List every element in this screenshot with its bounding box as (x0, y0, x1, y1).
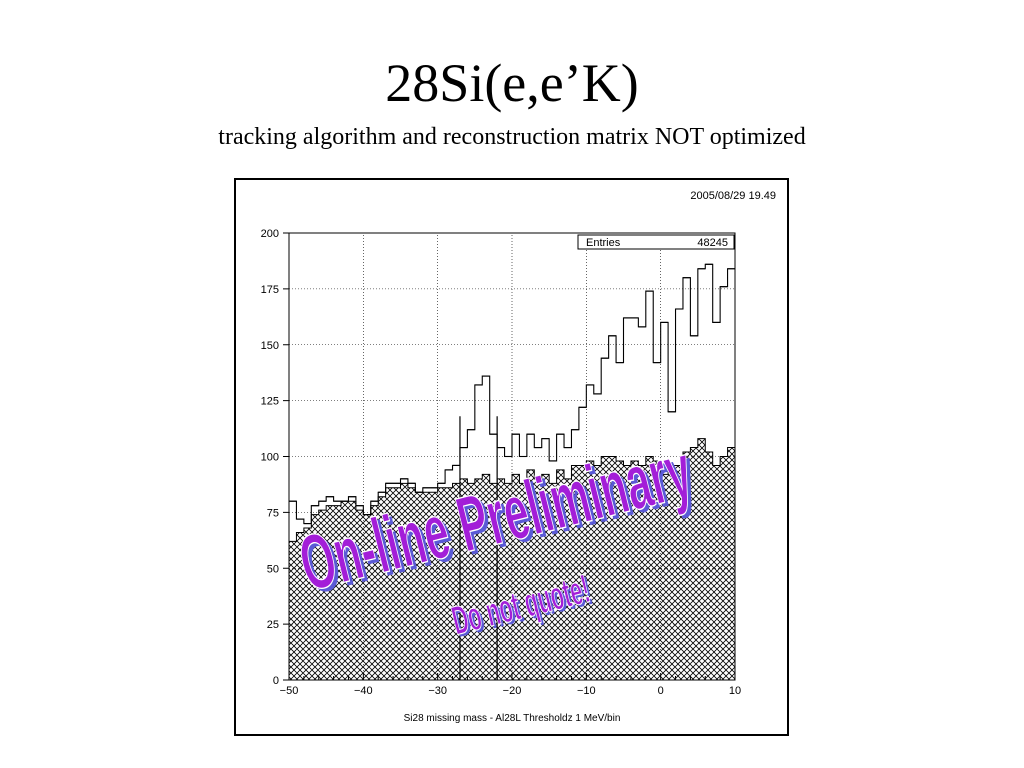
hatched-bar-3 (311, 514, 319, 680)
hatched-bar-0 (289, 541, 297, 680)
hatched-bar-35 (549, 483, 557, 680)
hatched-bar-38 (571, 465, 579, 680)
hatched-bar-1 (296, 532, 304, 680)
hatched-bar-59 (727, 447, 735, 680)
hatched-bar-19 (430, 492, 438, 680)
hatched-bar-29 (504, 483, 512, 680)
y-tick-label-100: 100 (261, 452, 279, 464)
hatched-bar-17 (415, 492, 423, 680)
hatched-bar-32 (526, 469, 535, 680)
hatched-bar-43 (608, 456, 617, 680)
hatched-bar-18 (422, 492, 431, 680)
hatched-bar-27 (489, 483, 498, 680)
y-tick-label-125: 125 (261, 396, 279, 408)
hatched-bar-34 (541, 474, 550, 680)
hatched-bar-39 (578, 465, 587, 680)
hatched-bar-23 (459, 478, 468, 680)
hatched-bar-41 (593, 465, 602, 680)
hatched-bar-21 (445, 487, 453, 680)
hatched-bar-12 (378, 496, 386, 680)
y-tick-label-150: 150 (261, 340, 279, 352)
x-tick-label-10: 10 (729, 685, 741, 697)
hatched-bar-50 (660, 474, 669, 680)
x-axis-label: Si28 missing mass - Al28L Thresholdz 1 M… (404, 713, 621, 724)
y-tick-label-50: 50 (267, 563, 279, 575)
hatched-bar-22 (452, 483, 460, 680)
hatched-bar-44 (616, 460, 624, 680)
hatched-bar-40 (586, 460, 594, 680)
hatched-bar-45 (623, 465, 631, 680)
missing-mass-histogram: 2005/08/29 19.49 0255075100125150175200−… (261, 190, 776, 724)
x-tick-label--40: −40 (354, 685, 373, 697)
hatched-bar-6 (333, 505, 342, 680)
x-tick-label--20: −20 (503, 685, 522, 697)
hatched-bar-5 (326, 505, 334, 680)
y-tick-label-175: 175 (261, 284, 279, 296)
threshold-lines (459, 416, 498, 680)
hatched-bar-20 (437, 487, 446, 680)
hatched-bar-2 (303, 528, 312, 680)
outline-histogram (289, 263, 735, 525)
hatched-bar-56 (705, 452, 713, 680)
y-tick-label-0: 0 (273, 675, 279, 687)
hatched-bar-9 (355, 510, 364, 680)
hatched-bar-54 (690, 447, 698, 680)
y-tick-label-25: 25 (267, 619, 279, 631)
plot-timestamp: 2005/08/29 19.49 (690, 190, 776, 202)
hatched-bar-46 (630, 460, 639, 680)
slide-subtitle: tracking algorithm and reconstruction ma… (218, 124, 806, 150)
hatched-bar-7 (341, 501, 349, 680)
x-tick-label--50: −50 (280, 685, 299, 697)
y-tick-label-200: 200 (261, 228, 279, 240)
hatched-bar-47 (638, 465, 646, 680)
hatched-bar-4 (318, 510, 327, 680)
x-tick-label--10: −10 (577, 685, 596, 697)
hatched-bar-42 (601, 456, 609, 680)
hatched-bar-55 (697, 438, 706, 680)
hatched-bar-30 (512, 474, 520, 680)
hatched-histogram (289, 438, 735, 680)
hatched-bar-13 (385, 487, 394, 680)
hatched-bar-48 (645, 456, 654, 680)
hatched-bar-15 (400, 483, 408, 680)
hatched-bar-51 (668, 465, 676, 680)
stats-value: 48245 (697, 237, 728, 249)
x-tick-label--30: −30 (428, 685, 447, 697)
hatched-bar-58 (720, 456, 728, 680)
hatched-bar-11 (370, 505, 379, 680)
hatched-bar-31 (519, 483, 527, 680)
axis-ticks: 0 25 50 75 100 125 150 175 200 −50 −40 −30 −20 −10 0 10 (261, 228, 741, 697)
stats-box: Entries 48245 (577, 234, 735, 250)
hatched-bar-49 (653, 460, 661, 680)
hatched-bar-36 (556, 469, 565, 680)
slide-title: 28Si(e,e’K) (385, 53, 639, 113)
x-tick-label-0: 0 (658, 685, 664, 697)
hatched-bar-14 (393, 487, 401, 680)
outline-histogram-steps (289, 263, 735, 525)
hatched-bar-24 (467, 483, 475, 680)
hatched-bar-16 (407, 487, 416, 680)
hatched-bar-26 (482, 474, 490, 680)
hatched-bar-53 (682, 452, 691, 680)
hatched-bar-37 (564, 478, 572, 680)
hatched-bar-25 (474, 478, 483, 680)
hatched-bar-33 (534, 478, 542, 680)
stats-label: Entries (586, 237, 621, 249)
hatched-bar-8 (348, 501, 356, 680)
hatched-bar-28 (497, 478, 505, 680)
hatched-bar-10 (363, 514, 371, 680)
hatched-bar-57 (712, 465, 721, 680)
hatched-bar-52 (675, 465, 683, 680)
y-tick-label-75: 75 (267, 507, 279, 519)
